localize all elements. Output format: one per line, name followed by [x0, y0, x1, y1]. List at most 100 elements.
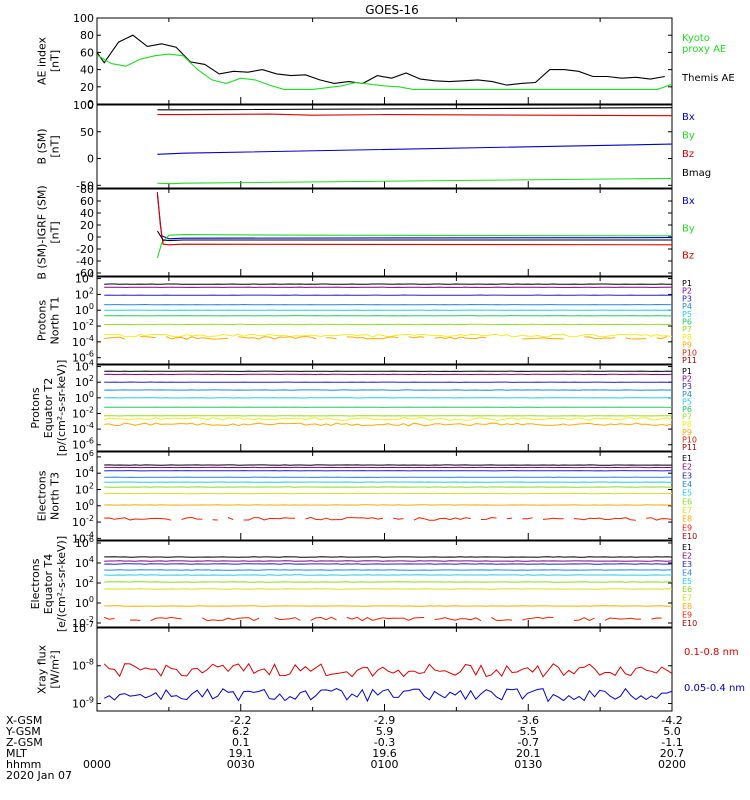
footer-value-zgsm: -1.1 [661, 736, 682, 749]
legend-e5: E5 [682, 489, 692, 498]
y-tick-label: 100 [75, 302, 94, 317]
panel-frame [96, 364, 673, 452]
legend-e9: E9 [682, 523, 692, 532]
series-line-e9 [181, 516, 203, 520]
y-tick-label: 10-7 [72, 620, 94, 635]
legend-by: By [682, 223, 695, 234]
series-line-e9 [310, 616, 337, 621]
panel-bsm: -50 0 50 100 B (SM)[nT] Bmag Bz Bx By [36, 99, 712, 192]
legend-p6: P6 [682, 318, 692, 327]
series-line-by [157, 177, 672, 185]
footer-value-ygsm: 5.5 [520, 725, 538, 738]
series-line-p9 [522, 337, 564, 340]
footer-value-zgsm: -0.7 [518, 736, 539, 749]
series-line-p9 [104, 336, 125, 340]
y-axis-label: Xray flux[W/m²] [36, 644, 62, 694]
y-tick-label: 106 [75, 449, 94, 464]
y-tick-label: 10-2 [72, 318, 94, 333]
legend-e7: E7 [682, 594, 692, 603]
legend-bz: Bz [682, 251, 694, 262]
legend-e8: E8 [682, 515, 692, 524]
y-tick-label: 104 [75, 555, 94, 570]
legend-p1: P1 [682, 279, 692, 288]
series-line-e9 [506, 517, 513, 520]
footer-value-hhmm: 0000 [83, 758, 111, 771]
y-axis-label: AE index[nT] [36, 36, 62, 85]
legend-p2: P2 [682, 375, 692, 384]
series-line-bz [156, 191, 672, 246]
y-tick-label: 102 [75, 575, 94, 590]
footer-value-mlt: 20.7 [660, 747, 685, 760]
series-line-e9 [491, 616, 513, 621]
footer-value-hhmm: 0130 [514, 758, 542, 771]
legend-e2: E2 [682, 463, 692, 472]
series-line-e9 [150, 616, 182, 622]
y-axis-label: B (SM)-IGRF (SM)[nT] [36, 185, 62, 279]
series-line-e9 [202, 617, 260, 622]
figure-title: GOES-16 [365, 3, 419, 17]
series-line-p9 [434, 336, 487, 340]
series-line-by [156, 234, 672, 259]
y-tick-label: 0 [87, 153, 94, 166]
series-line-e9 [651, 617, 662, 620]
y-tick-label: 104 [75, 465, 94, 480]
y-tick-label: 100 [73, 12, 94, 25]
legend-bz: Bz [682, 149, 694, 160]
legend-0.1-0.8-nm: 0.1-0.8 nm [684, 647, 739, 658]
footer-value-hhmm: 0100 [371, 758, 399, 771]
series-line-kyoto-proxy-ae [97, 53, 672, 90]
legend-e5: E5 [682, 577, 692, 586]
y-tick-label: 10-2 [72, 405, 94, 420]
series-line-p9 [326, 337, 337, 340]
legend-e9: E9 [682, 611, 692, 620]
legend-e10: E10 [682, 619, 697, 628]
series-line-e9 [522, 517, 533, 520]
legend-e4: E4 [682, 480, 692, 489]
y-tick-label: 100 [75, 390, 94, 405]
y-tick-label: -40 [76, 255, 94, 268]
legend-p7: P7 [682, 325, 692, 334]
footer-value-xgsm: -2.2 [230, 714, 251, 727]
series-line-e9 [413, 517, 471, 521]
series-line-e9 [243, 517, 296, 521]
footer-value-ygsm: 5.9 [376, 725, 394, 738]
series-line-e9 [604, 617, 641, 621]
series-line-e9 [274, 617, 301, 621]
legend-p4: P4 [682, 302, 692, 311]
legend-e1: E1 [682, 543, 692, 552]
y-tick-label: 0 [87, 98, 94, 111]
y-axis-label: B (SM)[nT] [36, 128, 62, 164]
legend-p11: P11 [682, 356, 697, 365]
footer-value-mlt: 19.6 [372, 747, 397, 760]
series-line-e9 [434, 617, 482, 622]
y-tick-label: 50 [80, 126, 94, 139]
y-tick-label: 100 [73, 99, 94, 112]
footer-value-xgsm: -2.9 [374, 714, 395, 727]
legend-p9: P9 [682, 341, 692, 350]
series-line-e9 [393, 517, 404, 520]
y-tick-label: 100 [75, 595, 94, 610]
legend-p6: P6 [682, 405, 692, 414]
footer-value-zgsm: -0.3 [374, 736, 395, 749]
panel-ae: 0 20 40 60 80 100 AE index[nT] Themis AE Kyoto pr… [36, 12, 735, 111]
panel-frame [96, 104, 673, 189]
legend-kyoto-proxy-ae: Kyoto proxy AE [682, 33, 726, 55]
series-line-0.05-0.4 nm [103, 687, 672, 703]
series-line-bmag [156, 230, 672, 242]
series-line-p9 [140, 336, 156, 339]
legend-bx: Bx [682, 112, 695, 123]
series-line-p9 [165, 336, 229, 340]
series-line-p9 [346, 336, 399, 340]
series-line-e9 [227, 517, 234, 521]
series-line-e9 [646, 517, 672, 521]
y-tick-label: 102 [75, 374, 94, 389]
series-line-p9 [238, 335, 316, 340]
series-group [156, 191, 672, 259]
series-line-e9 [573, 617, 595, 621]
y-tick-label: 10-4 [72, 334, 94, 349]
footer-value-hhmm: 0030 [227, 758, 255, 771]
legend-p5: P5 [682, 310, 692, 319]
